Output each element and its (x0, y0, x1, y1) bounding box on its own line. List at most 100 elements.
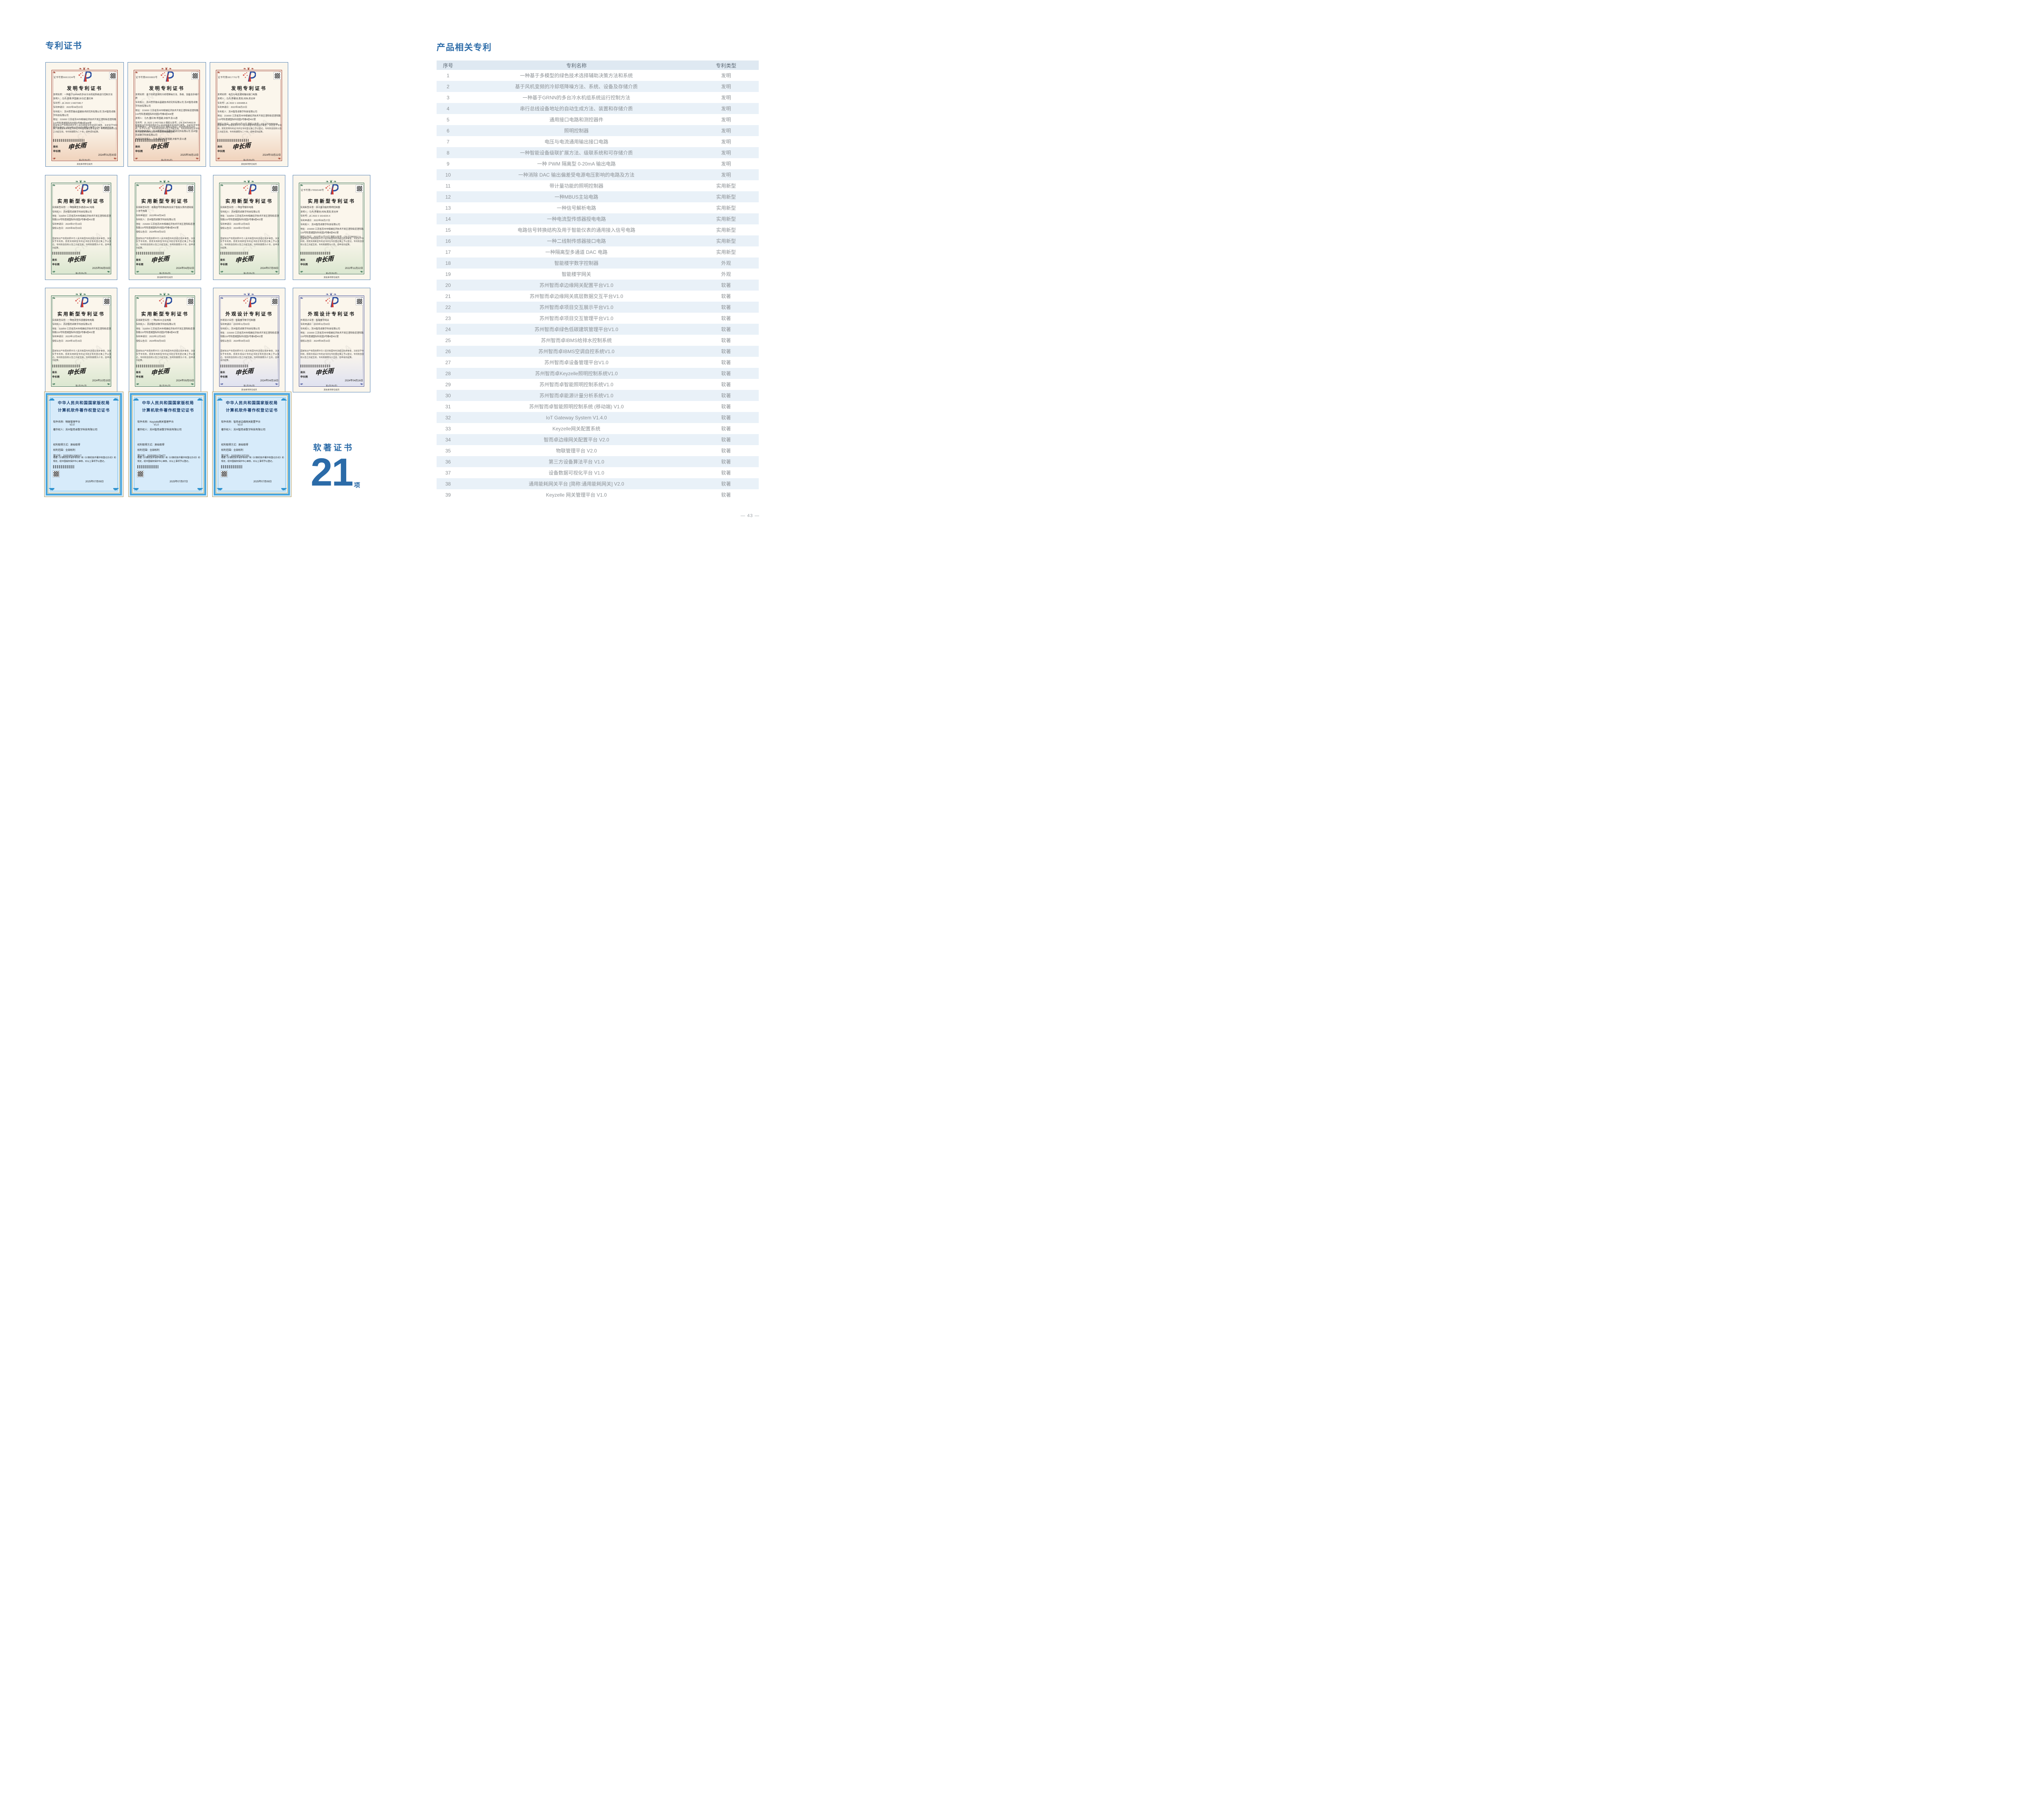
svg-text:★: ★ (327, 302, 329, 305)
signer-title: 局长 (52, 372, 57, 374)
cloud-ornament-icon: ☁ (281, 486, 287, 493)
patent-name: 物联管理平台 V2.0 (556, 448, 597, 454)
row-number: 29 (445, 381, 451, 387)
table-row: 15 电路信号转换结构及用于智能仪表的通用接入信号电路 实用新型 (437, 224, 759, 235)
svg-text:★: ★ (242, 299, 245, 302)
row-number: 11 (445, 183, 451, 189)
patent-name: 苏州智而卓设备管理平台V1.0 (544, 360, 609, 365)
table-row: 38 通用能耗网关平台 [简称:通用能耗网关] V2.0 软著 (437, 478, 759, 489)
continuation-note: 其他事项参见续页 (323, 389, 340, 392)
legal-notice: 国家知识产权局依照中华人民共和国专利法经过初步审查，决定授予专利权，颁发外观设计… (220, 350, 279, 362)
cnipa-logo-icon: ★ ★ ★ ★ ★ (78, 71, 92, 82)
body-line: 专利申请日：2022年06月27日 (300, 219, 330, 222)
cnipa-logo-icon: ★ ★ ★ ★ ★ (158, 184, 173, 195)
row-number: 4 (446, 105, 450, 112)
continuation-note: 其他事项参见续页 (323, 277, 340, 279)
row-number: 33 (445, 425, 451, 432)
svg-text:★: ★ (162, 72, 164, 75)
certificate-date: 2025年07月09日 (253, 480, 272, 483)
patent-name: 电压与电流通用输出接口电路 (544, 139, 608, 145)
patent-type: 实用新型 (716, 249, 736, 255)
cnipa-logo-icon: ★ ★ ★ ★ ★ (325, 184, 339, 195)
signer-name: 申长雨 (220, 376, 228, 379)
patent-type: 发明 (721, 139, 731, 145)
certificate-body: 实用新型名称：一种MBUS主站电路 专利权人：苏州智而卓数字科技有限公司 地址：21… (136, 319, 195, 344)
body-line: 专利权人：苏州智而卓数字科技有限公司 (217, 110, 258, 113)
patent-type: 软著 (721, 415, 731, 421)
page-footer: 第1页(共2页) (326, 273, 337, 275)
table-body: 1 一种基于多模型的绿色技术选择辅助决策方法和系统 发明 2 基于风机变频的冷却塔降噪方… (437, 70, 759, 500)
cnipa-logo: ★ ★ ★ ★ ★ (160, 71, 174, 82)
row-number: 32 (445, 414, 451, 421)
svg-text:★: ★ (327, 185, 329, 188)
patent-name: IoT Gateway System V1.4.0 (546, 414, 607, 421)
certificate-title: 实用新型专利证书 (141, 199, 189, 204)
certificate-date: 2024年09月03日 (176, 379, 195, 382)
certificate-date: 2024年10月15日 (92, 379, 111, 382)
signer-title: 局长 (52, 259, 57, 262)
row-number: 25 (445, 337, 451, 343)
top-flourish-ornament: ❧❦❧ (75, 179, 87, 184)
legal-notice: 国家知识产权局依照中华人民共和国专利法经过初步审查，决定授予专利权，颁发实用新型… (52, 350, 111, 362)
certificate-tint (52, 126, 117, 160)
certificate-date: 2022年11月22日 (345, 267, 363, 270)
body-line: 授权公告日：2024年01月30日 授权公告号：CN 114636212 B (53, 126, 114, 129)
certificate-date: 2024年07月09日 (260, 267, 279, 270)
patent-type: 软著 (721, 492, 731, 498)
table-row: 16 一种二线制传感器接口电路 实用新型 (437, 235, 759, 246)
certificate-tint (220, 239, 278, 273)
certificate-date: 2025年07月09日 (85, 480, 104, 483)
rights-section: 权利取得方式：原始取得 权利范围：全部权利 登记号：2025SR1208317 (53, 443, 116, 459)
row-number: 19 (445, 271, 451, 277)
table-row: 27 苏州智而卓设备管理平台V1.0 软著 (437, 357, 759, 368)
certificate-type-line: 计算机软件著作权登记证书 (142, 408, 194, 413)
signature-block: 局长 申长雨 申长雨 (136, 367, 169, 380)
svg-text:★: ★ (76, 298, 78, 300)
body-line: 授权公告日：2024年04月16日 (220, 340, 250, 343)
body-line: 发明名称：一种基于GRNN的多台冷水机组系统运行控制方法 (53, 93, 113, 96)
body-line: 实用新型名称：一种隔离型多通道DAC电路 (52, 206, 94, 209)
signer-title: 局长 (220, 259, 225, 262)
top-flourish-ornament: ❧❦❧ (243, 292, 255, 296)
barcode (136, 252, 165, 255)
body-line: 授权公告日：2022年11月22日 授权公告号：CN 217883912 U (300, 236, 361, 239)
signer-title: 局长 (300, 259, 305, 262)
page-number: — 43 — (740, 513, 760, 518)
top-flourish-ornament: ❧❦❧ (243, 179, 255, 184)
qr-code (137, 470, 144, 478)
row-number: 31 (445, 403, 451, 410)
signer-title: 局长 (217, 146, 223, 149)
body-line: 地址：215000 江苏省苏州市相城经济技术开发区澄阳街道澄阳路116号阳澄湖国… (52, 327, 111, 334)
certificate-title: 中华人民共和国国家版权局 计算机软件著作权登记证书 (129, 400, 207, 414)
patent-name: 通用接口电路和测控器件 (549, 117, 603, 123)
patent-type: 实用新型 (716, 227, 736, 233)
body-line: 专利申请日：2024年07月19日 (52, 223, 82, 226)
certificate-number: 证书号第6817761号 (218, 76, 240, 79)
table-row: 5 通用接口电路和测控器件 发明 (437, 114, 759, 125)
top-flourish-ornament: ❧❦❧ (159, 179, 171, 184)
row-number: 26 (445, 348, 451, 354)
row-number: 6 (446, 128, 450, 134)
cloud-ornament-icon: ☁ (197, 486, 204, 493)
signature-block: 局长 申长雨 申长雨 (52, 367, 85, 380)
certificate-date: 2025年07月07日 (169, 480, 188, 483)
table-row: 18 智能楼宇数字控制器 外观 (437, 257, 759, 269)
body-line: 地址：215000 江苏省苏州市相城经济技术开发区澄阳街道澄阳路116号阳澄湖国… (220, 215, 279, 222)
page-footer: 第1页(共1页) (161, 159, 173, 162)
certificate-date: 2024年04月02日 (176, 267, 195, 270)
patent-name: 一种电流型传感器授电电路 (547, 216, 606, 222)
software-copyright-certificate: ☁ ☁ ☁ ☁ 中华人民共和国国家版权局 计算机软件著作权登记证书 软件名称：Keyzell… (128, 392, 208, 497)
svg-text:★: ★ (160, 74, 163, 77)
patent-type: 软著 (721, 426, 731, 432)
certificate-number: 证书号第8000883号 (136, 76, 158, 79)
signature-block: 局长 申长雨 申长雨 (217, 141, 251, 154)
certificate-tint (52, 352, 110, 386)
svg-text:★: ★ (164, 72, 165, 74)
patent-name: 照明控制器 (564, 128, 589, 134)
rights-line: 权利取得方式：原始取得 (137, 444, 165, 447)
continuation-note: 其他事项参见续页 (241, 163, 257, 166)
qr-code (109, 72, 117, 80)
certificate-body: 软件名称：Keyzelle网关管理平台 V1.0 著作权人：苏州智而卓数字科技有限公… (137, 420, 200, 432)
